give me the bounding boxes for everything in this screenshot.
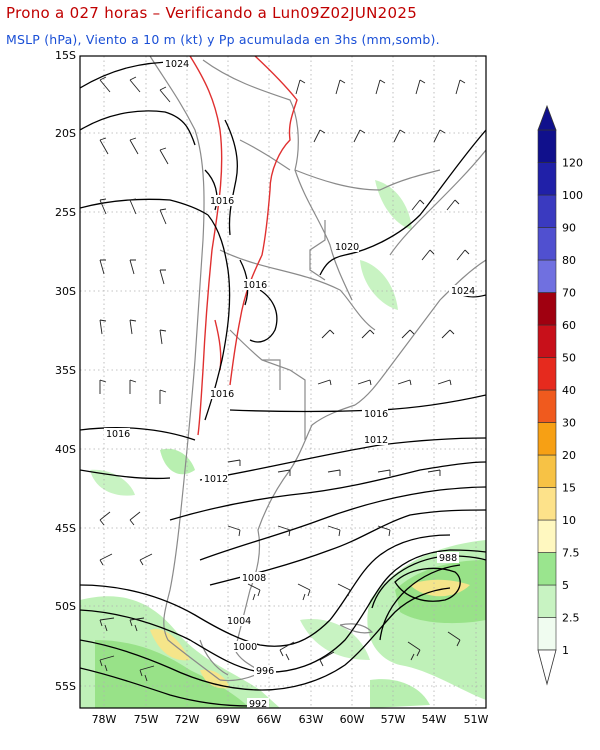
colorbar-segment [537,552,557,586]
colorbar-segment [537,162,557,196]
map-frame [79,55,487,709]
isobar-label: 1016 [106,429,130,440]
isobar-label: 1024 [165,59,189,70]
isobar-label: 1016 [243,280,267,291]
isobar-label: 1000 [233,642,257,653]
lon-label: 66W [257,713,282,726]
lon-label: 78W [92,713,117,726]
isobar-label: 1012 [364,435,388,446]
isobar-label: 1016 [364,409,388,420]
precipitation-shading [80,180,486,708]
coastlines-borders [149,56,486,682]
isobar-label: 992 [249,699,267,710]
lon-label: 54W [422,713,447,726]
colorbar-tick-label: 5 [562,579,569,592]
colorbar-tick-label: 1 [562,644,569,657]
lat-label: 25S [55,206,76,219]
colorbar-arrow-top [537,104,557,131]
lon-label: 60W [340,713,365,726]
colorbar-tick-label: 60 [562,319,576,332]
isobar-label: 988 [439,553,457,564]
colorbar-tick-label: 20 [562,449,576,462]
isobar-label: 1016 [210,196,234,207]
colorbar-tick-label: 2.5 [562,612,580,625]
colorbar-segment [537,292,557,326]
lon-label: 72W [175,713,200,726]
colorbar-tick-label: 15 [562,482,576,495]
colorbar-tick-label: 7.5 [562,547,580,560]
lat-label: 40S [55,443,76,456]
lon-label: 63W [299,713,324,726]
isobar-label: 996 [256,666,274,677]
isobars [80,61,486,707]
isobar-label: 1024 [451,286,475,297]
lat-label: 50S [55,600,76,613]
colorbar-tick-label: 90 [562,222,576,235]
isobar-label: 1008 [242,573,266,584]
lat-label: 45S [55,522,76,535]
colorbar-segment [537,259,557,293]
colorbar-segment [537,227,557,261]
lat-label: 20S [55,127,76,140]
colorbar-segment [537,454,557,488]
colorbar-segment [537,357,557,391]
chart-subtitle: MSLP (hPa), Viento a 10 m (kt) y Pp acum… [6,32,440,47]
graticule [80,56,486,708]
map-panel: 1024 1016 1020 1016 1024 1016 1016 1016 … [55,49,489,726]
lon-label: 57W [381,713,406,726]
colorbar-tick-label: 70 [562,287,576,300]
colorbar: 1 2.5 5 7.5 10 15 20 30 40 50 60 70 80 90 100 120 [537,104,583,686]
lon-label: 51W [464,713,489,726]
lat-label: 55S [55,680,76,693]
chart-title: Prono a 027 horas – Verificando a Lun09Z… [6,4,418,22]
lat-label: 35S [55,364,76,377]
colorbar-segment [537,519,557,553]
longitude-labels: 78W 75W 72W 69W 66W 63W 60W 57W 54W 51W [92,713,489,726]
lon-label: 69W [216,713,241,726]
lat-label: 30S [55,285,76,298]
colorbar-segment [537,584,557,618]
colorbar-tick-label: 30 [562,417,576,430]
isobar-label: 1012 [204,474,228,485]
colorbar-segment [537,389,557,423]
colorbar-tick-label: 80 [562,254,576,267]
lat-label: 15S [55,49,76,62]
colorbar-segment [537,129,557,163]
colorbar-segment [537,324,557,358]
colorbar-arrow-bottom [537,649,557,686]
colorbar-segment [537,617,557,651]
lon-label: 75W [134,713,159,726]
isobar-label: 1004 [227,616,251,627]
isobar-label: 1016 [210,389,234,400]
colorbar-segment [537,487,557,521]
colorbar-tick-label: 10 [562,514,576,527]
colorbar-segment [537,194,557,228]
colorbar-tick-label: 40 [562,384,576,397]
colorbar-tick-label: 100 [562,189,583,202]
colorbar-tick-label: 120 [562,157,583,170]
latitude-labels: 15S 20S 25S 30S 35S 40S 45S 50S 55S [55,49,76,693]
colorbar-segment [537,422,557,456]
colorbar-tick-label: 50 [562,352,576,365]
isobar-labels: 1024 1016 1020 1016 1024 1016 1016 1016 … [104,58,475,710]
wind-barbs [99,76,470,682]
isobar-label: 1020 [335,242,359,253]
